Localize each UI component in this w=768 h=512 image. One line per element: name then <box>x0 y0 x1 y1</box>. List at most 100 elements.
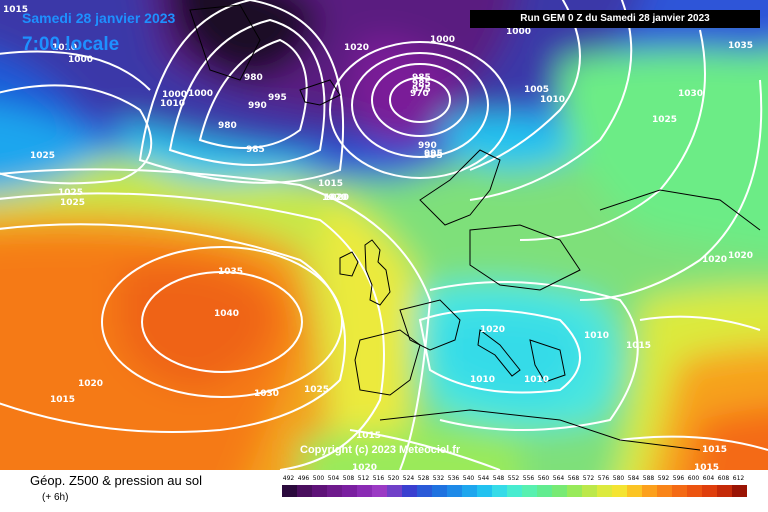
isobar-label: 990 <box>248 101 267 111</box>
scale-tick-label: 516 <box>372 475 385 482</box>
isobar-label: 1010 <box>540 95 565 105</box>
isobar-label: 1020 <box>352 463 377 470</box>
map-canvas: 1015 1000 1010 1010 1000 980 985 990 995… <box>0 0 768 470</box>
isobar <box>0 168 432 470</box>
isobar <box>389 77 451 123</box>
scale-tick-label: 568 <box>567 475 580 482</box>
scale-color-cell <box>342 485 357 497</box>
isobar <box>168 18 326 166</box>
isobar-label: 1025 <box>304 385 329 395</box>
isobar-label: 1030 <box>254 389 279 399</box>
isobar-labels: 1015 1000 1010 1010 1000 980 985 990 995… <box>3 5 753 470</box>
italy <box>477 329 521 377</box>
scale-tick-label: 496 <box>297 475 310 482</box>
scale-tick-label: 584 <box>627 475 640 482</box>
france <box>399 299 461 351</box>
isobar-label: 1015 <box>702 445 727 455</box>
isobar <box>579 79 763 301</box>
isobar <box>429 281 639 431</box>
iceland <box>299 79 341 106</box>
scale-tick-label: 600 <box>687 475 700 482</box>
isobar-label: 1025 <box>30 151 55 161</box>
scandinavia <box>419 149 501 226</box>
greenland <box>189 4 261 81</box>
isobar-label: 1025 <box>58 188 83 198</box>
scale-color-cell <box>627 485 642 497</box>
isobar-label: 1010 <box>160 99 185 109</box>
isobar <box>349 429 501 470</box>
isobar-label: 985 <box>412 73 431 83</box>
isobar-label: 1000 <box>506 27 531 37</box>
scale-tick-label: 560 <box>537 475 550 482</box>
isobar-label: 985 <box>412 79 431 89</box>
isobar-label: 1035 <box>218 267 243 277</box>
isobar-label: 975 <box>412 85 431 95</box>
scale-tick-label: 552 <box>507 475 520 482</box>
scale-color-cell <box>357 485 372 497</box>
scale-tick-label: 596 <box>672 475 685 482</box>
isobar-label: 1020 <box>344 43 369 53</box>
scale-color-cell <box>657 485 672 497</box>
isobar <box>469 0 581 171</box>
isobar-lines <box>0 0 768 470</box>
model-run-banner: Run GEM 0 Z du Samedi 28 janvier 2023 <box>470 10 760 28</box>
forecast-time: 7:00 locale <box>22 34 120 55</box>
scale-color-cell <box>507 485 522 497</box>
isobar-label: 970 <box>410 89 429 99</box>
isobar-label: 1000 <box>162 90 187 100</box>
scale-tick-label: 540 <box>462 475 475 482</box>
scale-tick-label: 508 <box>342 475 355 482</box>
isobar-label: 985 <box>246 145 265 155</box>
scale-color-cell <box>312 485 327 497</box>
scale-color-cell <box>387 485 402 497</box>
isobar-label: 1025 <box>60 198 85 208</box>
isobar-label: 1025 <box>652 115 677 125</box>
scale-color-cell <box>417 485 432 497</box>
scale-color-cell <box>567 485 582 497</box>
north-africa-coast <box>379 409 701 451</box>
iberia <box>354 329 421 396</box>
scale-color-cell <box>537 485 552 497</box>
scale-color-cell <box>447 485 462 497</box>
isobar <box>351 52 489 158</box>
scale-tick-label: 532 <box>432 475 445 482</box>
scale-tick-label: 528 <box>417 475 430 482</box>
scale-color-cell <box>717 485 732 497</box>
scale-color-cell <box>402 485 417 497</box>
isobar <box>619 435 768 451</box>
scale-tick-label: 564 <box>552 475 565 482</box>
scale-tick-label: 592 <box>657 475 670 482</box>
isobar-label: 1020 <box>78 379 103 389</box>
scale-color-cell <box>732 485 747 497</box>
scale-tick-label: 500 <box>312 475 325 482</box>
isobar-label: 1015 <box>356 431 381 441</box>
isobar-label: 1000 <box>188 89 213 99</box>
isobar-label: 1000 <box>68 55 93 65</box>
isobar-label: 995 <box>424 151 443 161</box>
isobar-label: 1020 <box>728 251 753 261</box>
ireland <box>339 251 359 277</box>
scale-tick-label: 576 <box>597 475 610 482</box>
scale-color-cell <box>582 485 597 497</box>
isobar-label: 995 <box>268 93 287 103</box>
isobar-label: 1020 <box>324 193 349 203</box>
scale-tick-label: 608 <box>717 475 730 482</box>
scale-color-cell <box>432 485 447 497</box>
central-europe <box>469 224 581 291</box>
weather-map: 1015 1000 1010 1010 1000 980 985 990 995… <box>0 0 768 470</box>
isobar-label: 1040 <box>214 309 239 319</box>
isobar <box>0 84 153 185</box>
scale-tick-label: 544 <box>477 475 490 482</box>
isobar-label: 1020 <box>480 325 505 335</box>
footer-legend: Géop. Z500 & pression au sol (+ 6h) 492 4… <box>0 470 768 512</box>
scale-color-cell <box>522 485 537 497</box>
isobar-label: 1035 <box>728 41 753 51</box>
scale-tick-label: 536 <box>447 475 460 482</box>
scale-tick-label: 556 <box>522 475 535 482</box>
color-scale-bar <box>282 485 747 497</box>
isobar <box>418 309 581 394</box>
scale-tick-label: 504 <box>327 475 340 482</box>
scale-tick-label: 492 <box>282 475 295 482</box>
copyright-notice: Copyright (c) 2023 Meteociel.fr <box>300 444 461 456</box>
scale-color-cell <box>687 485 702 497</box>
